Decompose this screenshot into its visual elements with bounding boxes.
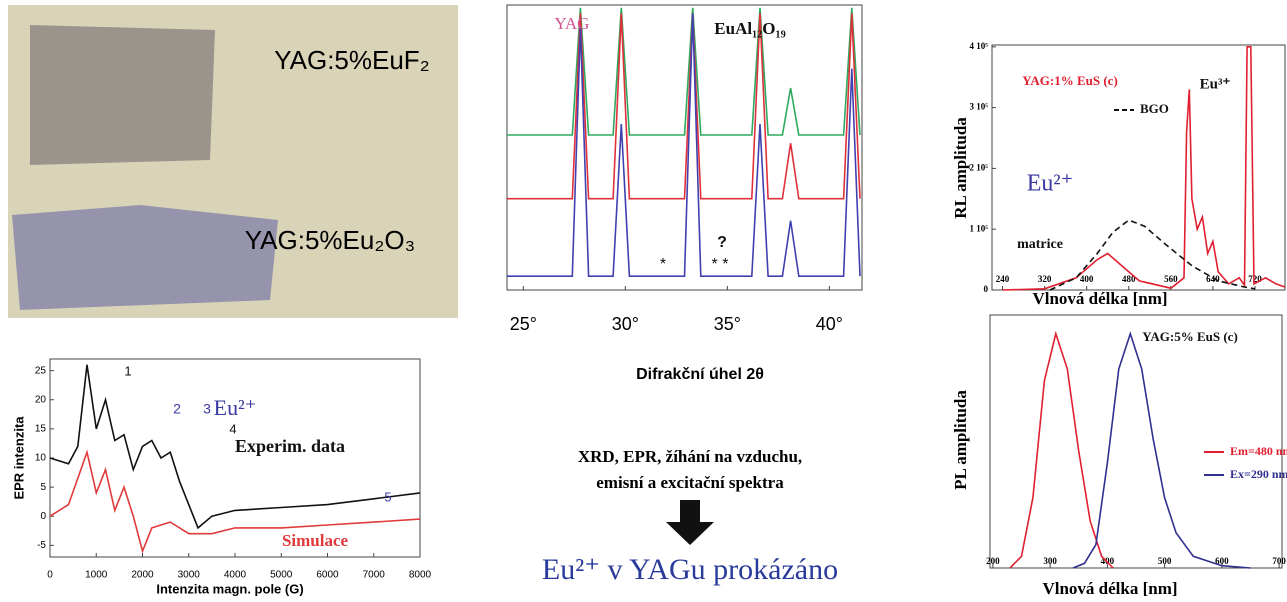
y-axis-label: EPR intenzita bbox=[11, 416, 26, 500]
x-tick-label: 600 bbox=[1215, 556, 1229, 566]
series-line bbox=[507, 7, 861, 136]
annotation: * * bbox=[712, 256, 729, 273]
x-tick-label: 700 bbox=[1272, 556, 1286, 566]
summary: XRD, EPR, žíhání na vzduchu, emisní a ex… bbox=[542, 447, 838, 586]
x-tick-label: 320 bbox=[1038, 274, 1052, 284]
annotation: Eu²⁺ bbox=[214, 395, 257, 420]
series-line bbox=[49, 364, 421, 530]
x-axis-label: Difrakční úhel 2θ bbox=[636, 366, 764, 383]
arrow bbox=[666, 500, 714, 545]
series-line bbox=[1009, 330, 1114, 569]
annotation: Eu²⁺ bbox=[1027, 171, 1074, 197]
x-tick-label: 480 bbox=[1122, 274, 1136, 284]
y-tick-label: 20 bbox=[35, 394, 47, 405]
y-tick-label: 10 bbox=[35, 453, 47, 464]
x-tick-label: 3000 bbox=[178, 570, 201, 581]
x-tick-label: 500 bbox=[1158, 556, 1172, 566]
x-tick-label: 7000 bbox=[363, 570, 386, 581]
x-tick-label: 40° bbox=[816, 314, 843, 334]
annotation: 2 bbox=[173, 401, 181, 417]
legend-label: Experim. data bbox=[235, 436, 345, 456]
annotation: 5 bbox=[384, 489, 391, 504]
x-tick-label: 240 bbox=[996, 274, 1010, 284]
annotation: ? bbox=[717, 234, 727, 251]
x-tick-label: 30° bbox=[612, 314, 639, 334]
photo: YAG:5%EuF₂ YAG:5%Eu₂O₃ bbox=[8, 5, 458, 318]
x-tick-label: 6000 bbox=[316, 570, 339, 581]
x-tick-label: 640 bbox=[1206, 274, 1220, 284]
conclusion: Eu²⁺ v YAGu prokázáno bbox=[542, 553, 838, 586]
x-tick-label: 560 bbox=[1164, 274, 1178, 284]
series-line bbox=[1002, 46, 1286, 291]
summary-line: emisní a excitační spektra bbox=[596, 473, 784, 492]
series-line bbox=[49, 449, 421, 554]
summary-line: XRD, EPR, žíhání na vzduchu, bbox=[578, 447, 802, 466]
y-axis-label: RL amplituda bbox=[951, 117, 970, 219]
x-tick-label: 2000 bbox=[131, 570, 154, 581]
legend-label: BGO bbox=[1140, 101, 1169, 116]
annotation: * bbox=[660, 256, 666, 273]
x-tick-label: 300 bbox=[1043, 556, 1057, 566]
x-axis-label: Vlnová délka [nm] bbox=[1042, 579, 1177, 598]
annotation: 3 bbox=[203, 401, 211, 417]
x-tick-label: 720 bbox=[1248, 274, 1262, 284]
y-tick-label: 1 10⁵ bbox=[970, 223, 989, 233]
legend-label: YAG:1% EuS (c) bbox=[1022, 73, 1118, 88]
annotation: 4 bbox=[229, 421, 236, 436]
x-tick-label: 8000 bbox=[409, 570, 432, 581]
x-tick-label: 25° bbox=[510, 314, 537, 334]
y-tick-label: -5 bbox=[37, 540, 46, 551]
series-line bbox=[507, 13, 861, 277]
x-tick-label: 1000 bbox=[85, 570, 108, 581]
x-axis-label: Intenzita magn. pole (G) bbox=[156, 581, 303, 596]
y-tick-label: 2 10⁵ bbox=[970, 162, 989, 172]
series-line bbox=[507, 13, 861, 200]
x-tick-label: 0 bbox=[47, 570, 53, 581]
x-tick-label: 4000 bbox=[224, 570, 247, 581]
sample-2 bbox=[12, 205, 278, 310]
plot-frame bbox=[991, 44, 1286, 291]
y-tick-label: 4 10⁵ bbox=[970, 41, 989, 51]
annotation: YAG bbox=[555, 14, 590, 33]
sample-label: YAG:5%Eu₂O₃ bbox=[245, 225, 416, 255]
y-tick-label: 15 bbox=[35, 424, 47, 435]
plot-frame bbox=[506, 4, 863, 291]
x-tick-label: 35° bbox=[714, 314, 741, 334]
sample-label: YAG:5%EuF₂ bbox=[274, 45, 430, 75]
x-tick-label: 400 bbox=[1080, 274, 1094, 284]
legend-label: Simulace bbox=[282, 531, 349, 550]
x-axis-label: Vlnová délka [nm] bbox=[1032, 289, 1167, 308]
sample-1 bbox=[30, 25, 215, 165]
y-tick-label: 3 10⁵ bbox=[970, 102, 989, 112]
legend-label: Em=480 nm bbox=[1230, 444, 1287, 458]
y-tick-label: 25 bbox=[35, 365, 47, 376]
annotation: Eu³⁺ bbox=[1200, 76, 1231, 92]
annotation: matrice bbox=[1017, 237, 1063, 252]
x-tick-label: 200 bbox=[986, 556, 1000, 566]
x-tick-label: 400 bbox=[1101, 556, 1115, 566]
y-tick-label: 0 bbox=[40, 511, 46, 522]
annotation: YAG:5% EuS (c) bbox=[1142, 329, 1238, 344]
x-tick-label: 5000 bbox=[270, 570, 293, 581]
y-axis-label: PL amplituda bbox=[951, 390, 970, 490]
annotation: 1 bbox=[124, 363, 131, 378]
y-tick-label: 5 bbox=[40, 482, 46, 493]
legend-label: Ex=290 nm bbox=[1230, 467, 1287, 481]
y-tick-label: 0 bbox=[984, 284, 989, 294]
series-line bbox=[1049, 219, 1256, 291]
annotation: EuAl₁₂O₁₉ bbox=[714, 19, 785, 38]
series-line bbox=[1072, 331, 1251, 569]
plot-frame bbox=[989, 314, 1283, 569]
